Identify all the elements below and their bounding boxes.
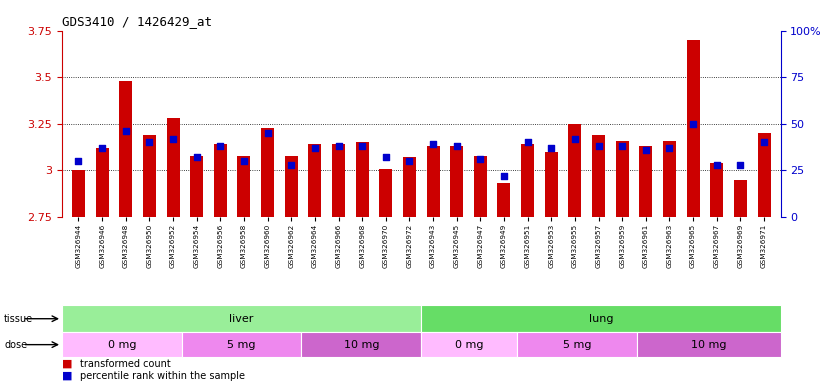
Bar — [710, 163, 724, 217]
Text: 5 mg: 5 mg — [227, 339, 256, 350]
Bar — [592, 135, 605, 217]
Text: liver: liver — [230, 314, 254, 324]
Point — [214, 143, 227, 149]
Point — [710, 162, 724, 168]
Bar — [301, 332, 421, 357]
Point — [403, 158, 416, 164]
Point — [96, 145, 109, 151]
Point — [757, 139, 771, 146]
Bar — [72, 170, 85, 217]
Bar — [450, 146, 463, 217]
Bar — [285, 156, 297, 217]
Bar — [639, 146, 653, 217]
Point — [308, 145, 321, 151]
Text: ■: ■ — [62, 359, 73, 369]
Point — [379, 154, 392, 161]
Point — [119, 128, 132, 134]
Point — [615, 143, 629, 149]
Point — [237, 158, 250, 164]
Bar — [615, 141, 629, 217]
Point — [332, 143, 345, 149]
Text: dose: dose — [4, 339, 27, 350]
Text: tissue: tissue — [4, 314, 33, 324]
Bar — [637, 332, 781, 357]
Text: 10 mg: 10 mg — [691, 339, 726, 350]
Bar — [568, 124, 582, 217]
Bar — [545, 152, 558, 217]
Text: lung: lung — [589, 314, 613, 324]
Bar — [663, 141, 676, 217]
Bar — [474, 156, 487, 217]
Bar — [332, 144, 345, 217]
Point — [450, 143, 463, 149]
Bar — [119, 81, 132, 217]
Bar — [757, 133, 771, 217]
Point — [497, 173, 510, 179]
Point — [521, 139, 534, 146]
Bar — [421, 305, 781, 332]
Point — [568, 136, 582, 142]
Text: 10 mg: 10 mg — [344, 339, 379, 350]
Point — [639, 147, 653, 153]
Point — [355, 143, 368, 149]
Point — [190, 154, 203, 161]
Bar — [214, 144, 227, 217]
Text: transformed count: transformed count — [80, 359, 171, 369]
Text: 0 mg: 0 mg — [107, 339, 136, 350]
Point — [426, 141, 439, 147]
Bar — [356, 142, 368, 217]
Bar — [62, 305, 421, 332]
Point — [474, 156, 487, 162]
Bar — [517, 332, 637, 357]
Bar — [497, 184, 510, 217]
Point — [285, 162, 298, 168]
Bar — [733, 180, 747, 217]
Bar — [96, 148, 109, 217]
Bar — [190, 156, 203, 217]
Bar — [308, 144, 321, 217]
Bar — [686, 40, 700, 217]
Bar — [426, 146, 439, 217]
Point — [167, 136, 180, 142]
Point — [733, 162, 747, 168]
Bar — [143, 135, 156, 217]
Bar — [167, 118, 179, 217]
Point — [261, 130, 274, 136]
Bar — [403, 157, 416, 217]
Point — [686, 121, 700, 127]
Bar — [379, 169, 392, 217]
Bar — [521, 144, 534, 217]
Bar — [421, 332, 517, 357]
Text: percentile rank within the sample: percentile rank within the sample — [80, 371, 245, 381]
Bar — [261, 127, 274, 217]
Point — [143, 139, 156, 146]
Text: 5 mg: 5 mg — [563, 339, 591, 350]
Point — [72, 158, 85, 164]
Point — [592, 143, 605, 149]
Text: 0 mg: 0 mg — [455, 339, 483, 350]
Text: GDS3410 / 1426429_at: GDS3410 / 1426429_at — [62, 15, 212, 28]
Bar — [62, 332, 182, 357]
Bar — [237, 156, 250, 217]
Point — [662, 145, 676, 151]
Point — [544, 145, 558, 151]
Text: ■: ■ — [62, 371, 73, 381]
Bar — [182, 332, 301, 357]
